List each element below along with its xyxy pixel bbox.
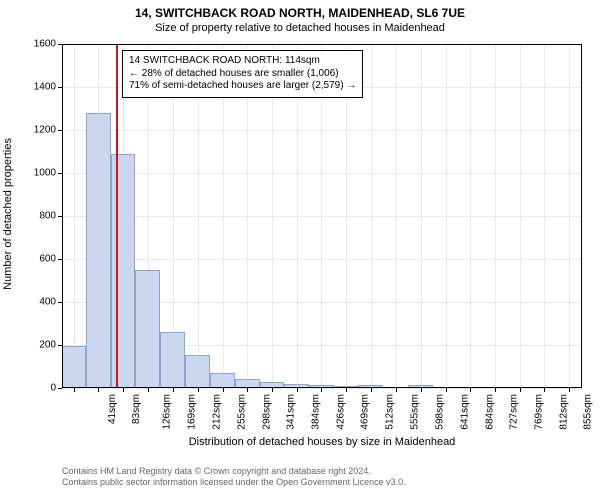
x-tick-mark	[520, 388, 521, 392]
x-tick-label: 812sqm	[558, 394, 569, 430]
x-tick-label: 727sqm	[509, 394, 520, 430]
right-axis-line	[581, 44, 582, 388]
x-tick-label: 341sqm	[286, 394, 297, 430]
y-tick-mark	[58, 259, 62, 260]
gridline-vertical	[470, 44, 471, 388]
gridline-vertical	[446, 44, 447, 388]
x-tick-mark	[321, 388, 322, 392]
gridline-vertical	[569, 44, 570, 388]
top-axis-line	[62, 44, 582, 45]
attribution-text: Contains HM Land Registry data © Crown c…	[62, 466, 406, 489]
y-tick-mark	[58, 216, 62, 217]
x-tick-mark	[569, 388, 570, 392]
gridline-vertical	[520, 44, 521, 388]
x-tick-mark	[544, 388, 545, 392]
x-tick-label: 126sqm	[162, 394, 173, 430]
gridline-vertical	[421, 44, 422, 388]
chart-title-sub: Size of property relative to detached ho…	[0, 22, 600, 34]
x-tick-label: 426sqm	[335, 394, 346, 430]
y-tick-label: 0	[22, 383, 56, 394]
x-tick-label: 169sqm	[187, 394, 198, 430]
x-tick-mark	[396, 388, 397, 392]
y-tick-mark	[58, 173, 62, 174]
x-tick-label: 384sqm	[311, 394, 322, 430]
x-tick-mark	[148, 388, 149, 392]
x-tick-mark	[470, 388, 471, 392]
histogram-bar	[210, 373, 235, 388]
y-tick-mark	[58, 302, 62, 303]
annotation-line: 71% of semi-detached houses are larger (…	[129, 80, 356, 93]
x-tick-label: 255sqm	[236, 394, 247, 430]
x-tick-label: 555sqm	[410, 394, 421, 430]
y-tick-label: 1000	[22, 168, 56, 179]
histogram-bar	[62, 346, 86, 388]
x-tick-mark	[198, 388, 199, 392]
histogram-bar	[160, 332, 185, 388]
chart-container: 14, SWITCHBACK ROAD NORTH, MAIDENHEAD, S…	[0, 0, 600, 500]
gridline-vertical	[544, 44, 545, 388]
x-tick-mark	[223, 388, 224, 392]
x-tick-mark	[98, 388, 99, 392]
y-tick-mark	[58, 345, 62, 346]
x-tick-mark	[123, 388, 124, 392]
y-tick-mark	[58, 388, 62, 389]
x-tick-label: 769sqm	[533, 394, 544, 430]
gridline-vertical	[74, 44, 75, 388]
x-tick-mark	[297, 388, 298, 392]
x-tick-mark	[74, 388, 75, 392]
y-tick-mark	[58, 44, 62, 45]
y-tick-label: 600	[22, 254, 56, 265]
gridline-vertical	[371, 44, 372, 388]
x-tick-label: 684sqm	[484, 394, 495, 430]
annotation-line: 14 SWITCHBACK ROAD NORTH: 114sqm	[129, 55, 356, 68]
y-axis-label: Number of detached properties	[2, 114, 14, 314]
attribution-line: Contains HM Land Registry data © Crown c…	[62, 466, 406, 477]
y-tick-mark	[58, 130, 62, 131]
y-tick-label: 800	[22, 211, 56, 222]
histogram-bar	[185, 355, 210, 388]
x-tick-label: 855sqm	[583, 394, 594, 430]
annotation-box: 14 SWITCHBACK ROAD NORTH: 114sqm← 28% of…	[122, 50, 363, 98]
y-tick-label: 1200	[22, 125, 56, 136]
x-tick-label: 83sqm	[131, 394, 142, 424]
x-tick-label: 469sqm	[360, 394, 371, 430]
histogram-bar	[135, 270, 160, 388]
x-tick-label: 41sqm	[107, 394, 118, 424]
property-marker-line	[116, 44, 118, 388]
y-tick-label: 400	[22, 297, 56, 308]
y-axis-line	[62, 44, 63, 388]
histogram-bar	[86, 113, 110, 388]
x-tick-mark	[247, 388, 248, 392]
x-tick-mark	[371, 388, 372, 392]
gridline-vertical	[396, 44, 397, 388]
x-tick-label: 512sqm	[385, 394, 396, 430]
y-tick-label: 200	[22, 340, 56, 351]
y-tick-label: 1600	[22, 39, 56, 50]
x-tick-label: 598sqm	[435, 394, 446, 430]
y-tick-label: 1400	[22, 82, 56, 93]
annotation-line: ← 28% of detached houses are smaller (1,…	[129, 68, 356, 81]
x-tick-mark	[495, 388, 496, 392]
gridline-vertical	[495, 44, 496, 388]
x-tick-label: 298sqm	[261, 394, 272, 430]
x-tick-mark	[421, 388, 422, 392]
x-tick-mark	[272, 388, 273, 392]
x-axis-label: Distribution of detached houses by size …	[62, 436, 582, 448]
x-tick-mark	[446, 388, 447, 392]
x-tick-mark	[173, 388, 174, 392]
y-tick-mark	[58, 87, 62, 88]
x-tick-label: 641sqm	[459, 394, 470, 430]
chart-title-main: 14, SWITCHBACK ROAD NORTH, MAIDENHEAD, S…	[0, 6, 600, 20]
attribution-line: Contains public sector information licen…	[62, 477, 406, 488]
histogram-bar	[111, 154, 136, 388]
x-tick-mark	[346, 388, 347, 392]
x-tick-label: 212sqm	[212, 394, 223, 430]
